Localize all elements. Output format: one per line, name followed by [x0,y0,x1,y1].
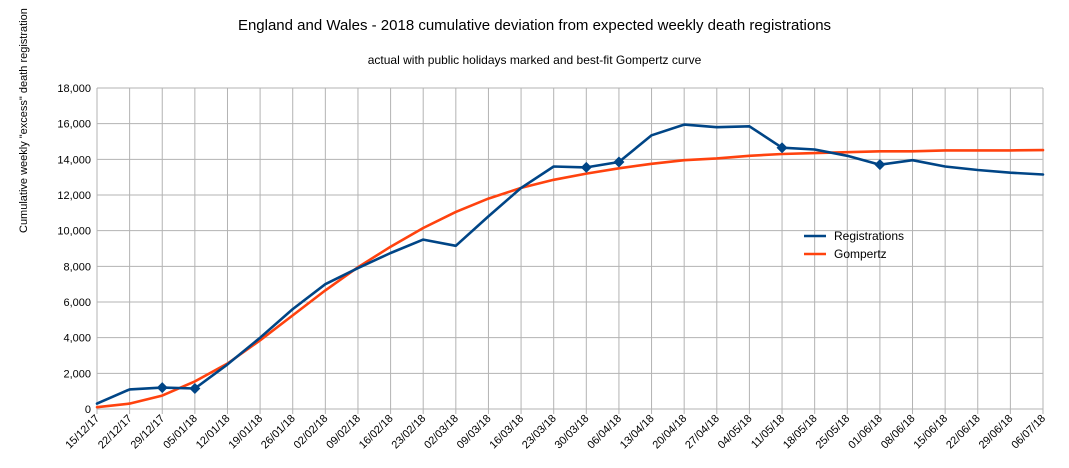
x-tick-label: 26/01/18 [259,413,298,452]
series-line-gompertz [95,148,1045,409]
x-tick-label: 08/06/18 [879,413,918,452]
y-tick-label: 18,000 [57,83,91,95]
x-tick-label: 29/06/18 [977,413,1016,452]
x-tick-label: 18/05/18 [781,413,820,452]
x-tick-label: 04/05/18 [716,413,755,452]
holiday-marker [776,142,788,154]
x-tick-label: 29/12/17 [129,413,168,452]
x-tick-label: 25/05/18 [814,413,853,452]
x-tick-label: 01/06/18 [846,413,885,452]
chart-subtitle: actual with public holidays marked and b… [367,53,702,67]
y-tick-label: 0 [85,404,91,416]
x-tick-label: 16/02/18 [357,413,396,452]
y-tick-label: 12,000 [57,190,91,202]
series-line-registrations [95,123,1045,405]
x-tick-label: 22/06/18 [944,413,983,452]
x-tick-label: 15/06/18 [911,413,950,452]
y-tick-label: 14,000 [57,154,91,166]
holiday-marker [156,382,168,394]
x-tick-label: 23/03/18 [520,413,559,452]
x-tick-label: 05/01/18 [161,413,200,452]
x-tick-label: 19/01/18 [226,413,265,452]
x-tick-label: 06/04/18 [585,413,624,452]
holiday-marker [189,382,201,394]
holiday-marker [613,156,625,168]
x-tick-label: 02/02/18 [292,413,331,452]
x-tick-label: 16/03/18 [487,413,526,452]
x-tick-label: 30/03/18 [553,413,592,452]
x-tick-label: 15/12/17 [63,413,102,452]
x-tick-label: 12/01/18 [194,413,233,452]
x-tick-label: 09/03/18 [455,413,494,452]
holiday-marker [580,161,592,173]
y-tick-label: 8,000 [63,261,91,273]
x-tick-label: 09/02/18 [324,413,363,452]
x-tick-label: 20/04/18 [651,413,690,452]
legend-label-gompertz: Gompertz [834,247,887,261]
y-tick-label: 16,000 [57,119,91,131]
x-tick-label: 23/02/18 [390,413,429,452]
x-tick-label: 27/04/18 [683,413,722,452]
x-tick-label: 13/04/18 [618,413,657,452]
legend-label-registrations: Registrations [834,229,904,243]
y-tick-label: 10,000 [57,226,91,238]
x-tick-label: 22/12/17 [96,413,135,452]
holiday-marker [874,159,886,171]
x-tick-label: 02/03/18 [422,413,461,452]
y-tick-label: 6,000 [63,297,91,309]
chart-title: England and Wales - 2018 cumulative devi… [237,17,832,34]
x-tick-label: 06/07/18 [1009,413,1048,452]
x-tick-label: 11/05/18 [749,413,787,451]
y-tick-label: 4,000 [63,333,91,345]
y-tick-label: 2,000 [63,368,91,380]
